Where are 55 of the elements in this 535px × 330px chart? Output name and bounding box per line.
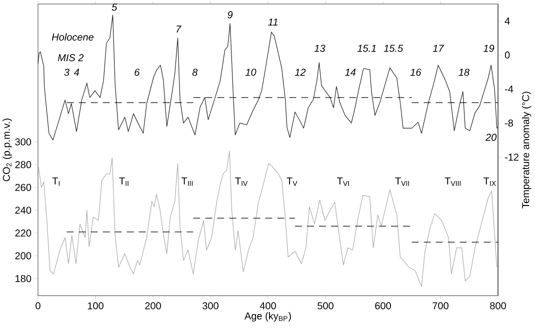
x-tick-label: 800: [490, 302, 506, 310]
x-tick-label: 400: [260, 302, 276, 310]
annotation: 13: [314, 44, 326, 52]
annotation: 14: [345, 68, 356, 76]
annotation: 18: [458, 68, 470, 76]
y2-tick-label: -8: [504, 120, 513, 127]
annotation: T$_{VIII}$: [444, 177, 461, 186]
y-tick-label: 260: [15, 184, 32, 191]
annotation: 12: [294, 68, 306, 76]
annotation: 20: [485, 134, 497, 141]
line-series: [38, 150, 498, 287]
y-tick-label: 180: [16, 275, 32, 282]
annotation: T$_{VI}$: [337, 177, 349, 186]
x-tick-label: 600: [375, 302, 391, 310]
annotation: 8: [192, 68, 198, 76]
x-tick-label: 500: [318, 302, 334, 310]
annotation: T$_{I}$: [52, 177, 60, 186]
x-tick-label: 100: [88, 302, 104, 310]
y2-tick-label: 4: [504, 18, 510, 24]
annotation: 4: [74, 68, 80, 76]
y2-tick-label: 0: [504, 51, 510, 59]
annotation: T$_{V}$: [286, 177, 298, 186]
annotation: Holocene: [52, 33, 94, 41]
y-tick-label: 240: [15, 206, 32, 214]
annotation: 16: [410, 68, 422, 76]
annotation: 9: [228, 11, 233, 18]
y2-tick-label: -12: [504, 154, 518, 161]
annotation: 17: [432, 44, 444, 52]
x-tick-label: 0: [36, 302, 40, 310]
annotation: 6: [134, 68, 140, 76]
annotation: 10: [245, 68, 256, 76]
annotation: T$_{IX}$: [484, 177, 496, 186]
annotation: 5: [112, 4, 118, 11]
annotation: T$_{II}$: [119, 177, 128, 186]
y-tick-label: 220: [15, 229, 32, 237]
x-tick-label: 200: [145, 302, 161, 310]
y-tick-label: 280: [15, 161, 32, 168]
y2-tick-label: -4: [504, 86, 514, 92]
annotation: 15.1: [357, 44, 376, 52]
annotation: T$_{III}$: [182, 177, 193, 186]
annotation: 7: [176, 26, 182, 33]
x-axis-title: Age (ky$_{BP}$): [244, 312, 291, 322]
annotation: 15.5: [384, 44, 404, 52]
annotation: 3: [64, 68, 70, 76]
y-axis-title: CO$_{2}$ (p.p.m.v.): [2, 118, 12, 182]
y-tick-label: 300: [15, 138, 32, 146]
annotation: 19: [484, 44, 494, 52]
y-tick-label: 200: [15, 252, 32, 260]
x-tick-label: 300: [202, 302, 218, 310]
annotation: T$_{IV}$: [235, 177, 248, 186]
annotation: 11: [268, 18, 278, 26]
annotation: MIS 2: [58, 54, 84, 62]
x-tick-label: 700: [432, 302, 448, 310]
y2-axis-title: Temperature anomaly (°C): [522, 92, 532, 208]
annotation: T$_{VII}$: [395, 177, 409, 186]
